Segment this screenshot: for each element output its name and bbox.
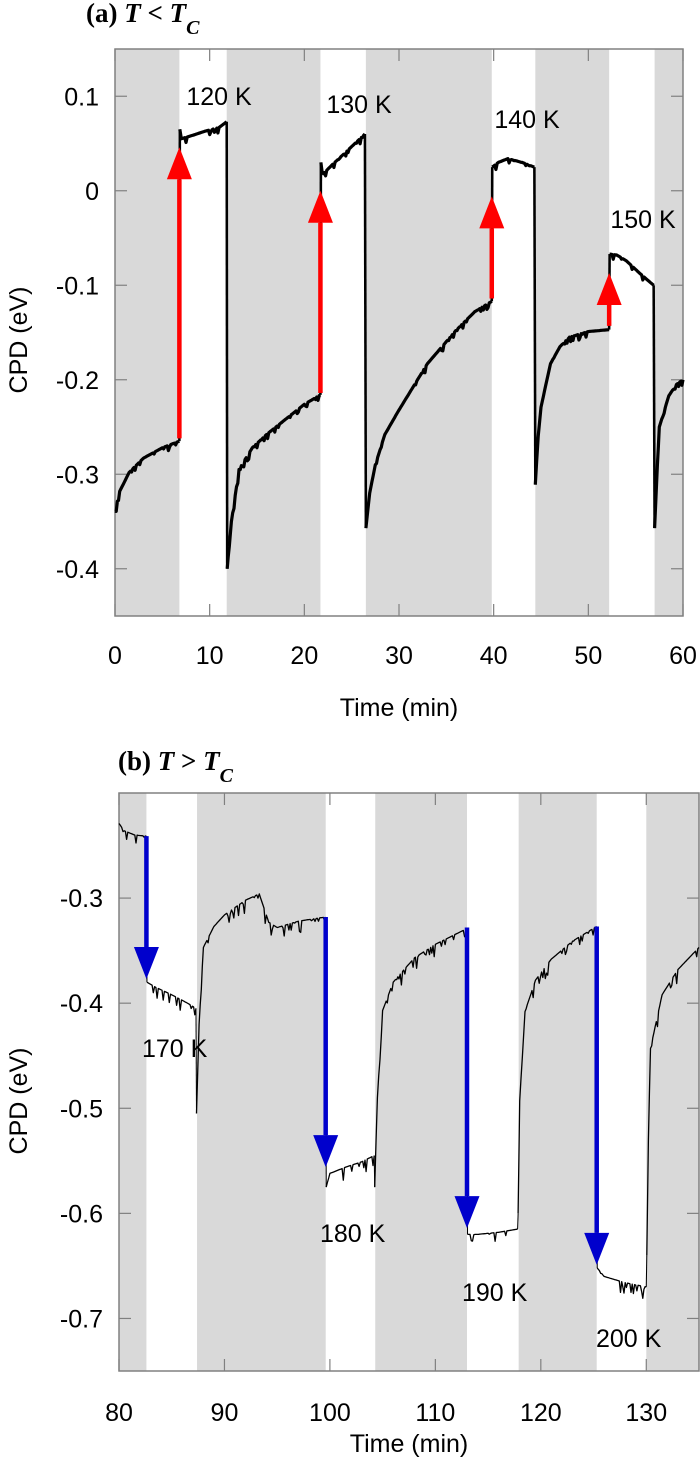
y-tick-label: 0 [85,178,99,206]
up-arrow [307,190,333,393]
cpd-trace-segment [195,893,327,1114]
temperature-label: 140 K [494,106,560,134]
arrow-head [596,272,622,305]
up-arrow [479,196,505,299]
panel-b-title: (b) T > TC [118,746,234,787]
shaded-interval [226,49,321,616]
x-tick-label: 110 [415,1399,455,1427]
y-tick-label: -0.3 [60,885,103,913]
shaded-interval [375,793,467,1371]
cpd-trace-segment [609,252,655,287]
x-tick-label: 20 [290,642,318,670]
temperature-label: 120 K [186,83,252,111]
up-arrow [166,147,192,439]
x-tick-label: 50 [574,642,602,670]
x-tick-label: 60 [669,642,697,670]
y-tick-label: -0.5 [60,1095,103,1123]
shaded-interval [115,49,180,616]
x-tick-label: 120 [520,1399,562,1427]
x-tick-label: 40 [480,642,508,670]
x-tick-label: 10 [196,642,224,670]
cpd-trace-segment [646,947,700,1256]
y-tick-label: -0.6 [60,1200,103,1228]
down-arrow [584,926,610,1265]
shaded-interval [646,793,699,1371]
shaded-interval [197,793,326,1371]
arrow-head [133,947,159,980]
cpd-trace-step [363,134,368,529]
x-tick-label: 30 [385,642,413,670]
panel-a-title: (a) T < TC [86,0,200,39]
shaded-interval [654,49,683,616]
cpd-trace-segment [517,925,598,1214]
x-tick-label: 130 [625,1399,667,1427]
cpd-trace-segment [533,328,610,485]
cpd-trace-step [533,167,537,485]
cpd-trace-segment [467,1228,518,1242]
y-tick-label: -0.7 [60,1305,103,1333]
shaded-interval [365,49,492,616]
cpd-trace-segment [146,981,197,1016]
cpd-trace-segment [491,157,535,172]
cpd-trace-segment [114,439,180,513]
arrow-head [166,147,192,180]
y-tick-label: -0.3 [56,461,99,489]
down-arrow [454,927,480,1229]
y-tick-label: 0.1 [64,83,99,111]
panel-a-ylabel: CPD (eV) [5,287,33,394]
y-tick-label: -0.2 [56,367,99,395]
temperature-label: 200 K [596,1325,662,1353]
temperature-label: 170 K [142,1035,208,1063]
axes-frame [118,792,700,1372]
panel-b-xlabel: Time (min) [350,1430,469,1458]
up-arrow [596,272,622,326]
temperature-label: 190 K [462,1279,528,1307]
arrow-head [479,196,505,229]
x-tick-label: 90 [211,1399,239,1427]
plot-area: 0 10 20 30 40 50 60 0.1 0 -0.1 -0.2 -0.3 -0.4 120 K 13… [56,48,697,670]
cpd-trace-step [652,285,656,529]
temperature-label: 150 K [610,206,676,234]
arrow-head [313,1135,339,1168]
temperature-label: 130 K [326,91,392,119]
cpd-trace-segment [374,928,468,1188]
cpd-trace-segment [225,393,322,569]
panel-b-ylabel: CPD (eV) [5,1048,33,1155]
y-tick-label: -0.4 [60,990,103,1018]
y-tick-label: -0.4 [56,556,99,584]
panel-b: (b) T > TC CPD (eV) Time (min) 80 90 100 11… [5,746,700,1458]
x-tick-label: 80 [105,1399,133,1427]
shaded-interval [119,793,147,1371]
cpd-trace-segment [653,379,685,529]
panel-a: (a) T < TC CPD (eV) Time (min) 0 10 20 30 40… [5,0,697,722]
temperature-label: 180 K [320,1220,386,1248]
y-tick-label: -0.1 [56,272,99,300]
x-tick-label: 100 [309,1399,351,1427]
shaded-interval [535,49,610,616]
cpd-trace-segment [118,823,147,844]
down-arrow [313,917,339,1168]
cpd-trace-segment [178,120,228,145]
arrow-head [454,1196,480,1229]
arrow-head [584,1232,610,1265]
plot-area: 80 90 100 110 120 130 -0.3 -0.4 -0.5 -0.6 -0.7 170 … [60,792,700,1427]
down-arrow [133,836,159,980]
cpd-trace-segment [364,299,493,529]
cpd-trace-step [517,1213,519,1230]
arrow-head [307,190,333,223]
cpd-trace-segment [325,1155,375,1188]
panel-a-xlabel: Time (min) [340,694,459,722]
cpd-trace-segment [319,132,367,178]
x-tick-label: 0 [108,642,122,670]
cpd-trace-step [645,1255,648,1287]
cpd-trace-segment [596,1267,647,1299]
shaded-interval [518,793,597,1371]
